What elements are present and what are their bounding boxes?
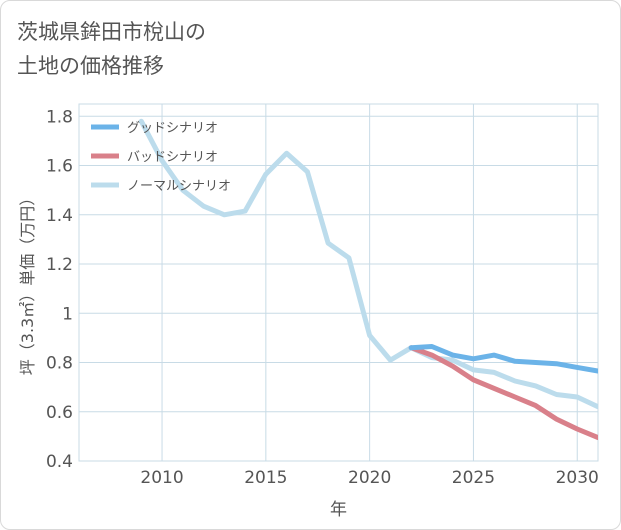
y-tick-label: 1.4 <box>46 206 73 226</box>
x-tick-label: 2025 <box>452 468 495 488</box>
x-tick-label: 2015 <box>244 468 287 488</box>
y-tick-label: 1 <box>62 304 73 324</box>
x-axis-label: 年 <box>330 500 347 520</box>
y-tick-label: 1.2 <box>46 255 73 275</box>
y-tick-label: 1.6 <box>46 157 73 177</box>
x-tick-label: 2010 <box>140 468 183 488</box>
y-tick-label: 0.8 <box>46 354 73 374</box>
legend-label: バッドシナリオ <box>127 150 218 165</box>
y-tick-label: 0.6 <box>46 403 73 423</box>
x-tick-label: 2030 <box>556 468 599 488</box>
series-line-0 <box>408 344 598 374</box>
axis-labels: 0.4 0.6 0.8 1 1.2 1.4 1.6 1.8 2010 2015 2020 2025 20… <box>18 107 599 520</box>
series-line-2 <box>138 118 598 410</box>
series-line-1 <box>408 345 598 441</box>
x-tick-label: 2020 <box>348 468 391 488</box>
page-title: 茨城県鉾田市梲山の 土地の価格推移 <box>17 15 206 83</box>
title-line-2: 土地の価格推移 <box>17 54 164 78</box>
legend-label: グッドシナリオ <box>127 121 218 136</box>
y-axis-label: 坪（3.3㎡）単価（万円） <box>18 190 37 375</box>
y-tick-label: 0.4 <box>46 452 73 472</box>
title-line-1: 茨城県鉾田市梲山の <box>17 20 206 44</box>
series-lines <box>138 118 598 441</box>
y-tick-label: 1.8 <box>46 107 73 127</box>
legend-label: ノーマルシナリオ <box>127 179 231 194</box>
